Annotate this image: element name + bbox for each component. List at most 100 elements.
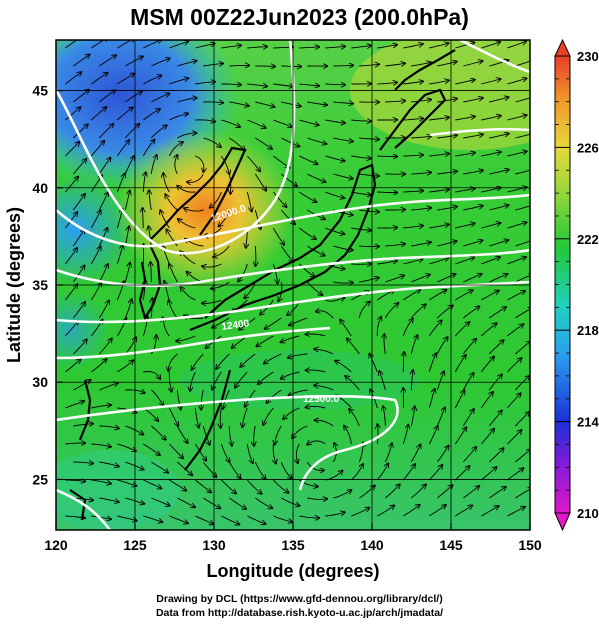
streamline-arrow <box>489 205 508 211</box>
streamline-arrow <box>359 64 379 66</box>
streamline-arrow <box>98 124 113 139</box>
streamline-arrow <box>116 140 129 157</box>
streamline-arrow <box>255 137 272 149</box>
streamline-arrow <box>221 515 239 525</box>
streamline-arrow <box>169 42 188 49</box>
streamline-arrow <box>377 505 394 517</box>
streamline-arrow <box>64 142 79 157</box>
streamline-arrow <box>429 189 449 192</box>
streamline-arrow <box>247 119 265 128</box>
streamline-arrow <box>299 84 319 86</box>
streamline-arrow <box>98 192 108 211</box>
streamline-arrow <box>428 389 434 409</box>
streamline-arrow <box>255 101 274 107</box>
streamline-arrow <box>91 405 111 409</box>
streamline-arrow <box>149 190 151 211</box>
streamline-arrow <box>177 133 196 139</box>
streamline-arrow <box>117 107 133 121</box>
streamline-arrow <box>229 497 246 509</box>
streamline-arrow <box>533 394 548 408</box>
streamline-arrow <box>195 82 215 84</box>
streamline-arrow <box>143 515 162 522</box>
streamline-arrow <box>143 371 160 380</box>
streamline-arrow <box>273 443 276 464</box>
streamline-arrow <box>272 227 284 245</box>
streamline-arrow <box>437 241 456 247</box>
streamline-arrow <box>72 302 85 319</box>
streamline-arrow <box>91 479 111 484</box>
colorbar-tick-label: 210 <box>577 506 599 521</box>
streamline-arrow <box>221 45 241 48</box>
streamline-arrow <box>73 424 93 426</box>
streamline-arrow <box>455 290 472 301</box>
streamline-arrow <box>315 420 334 427</box>
lat-lon-grid <box>56 40 530 530</box>
streamline-arrow <box>541 377 556 390</box>
streamline-arrow <box>64 284 77 301</box>
x-tick-label: 125 <box>123 537 147 553</box>
streamline-arrow <box>463 61 482 67</box>
streamline-arrow <box>307 441 326 445</box>
streamline-arrow <box>229 137 245 150</box>
streamline-arrow <box>229 425 232 446</box>
streamline-arrow <box>98 338 112 355</box>
streamline-arrow <box>98 157 110 175</box>
streamline-arrow <box>347 338 360 355</box>
streamline-arrow <box>533 115 552 120</box>
streamline-arrow <box>99 383 118 391</box>
streamline-arrow <box>165 194 178 211</box>
streamline-arrow <box>377 228 397 229</box>
contour-label: 12500.0 <box>303 394 340 405</box>
streamline-arrow <box>454 355 466 373</box>
streamline-arrow <box>306 370 326 372</box>
streamline-arrow <box>489 487 506 499</box>
streamline-arrow <box>506 358 521 373</box>
streamline-arrow <box>151 94 169 103</box>
y-tick-label: 45 <box>32 83 48 99</box>
streamline-arrow <box>481 257 500 265</box>
x-axis-title: Longitude (degrees) <box>206 561 379 581</box>
streamline-arrow <box>275 425 282 445</box>
streamline-arrow <box>177 497 195 507</box>
streamline-arrow <box>99 497 119 502</box>
streamline-arrow <box>168 443 183 458</box>
map-title: MSM 00Z22Jun2023 (200.0hPa) <box>130 4 469 30</box>
streamline-arrow <box>246 155 260 171</box>
streamline-arrow <box>143 109 160 121</box>
streamline-arrow <box>314 385 334 391</box>
streamline-arrow <box>349 409 360 427</box>
streamline-arrow <box>90 210 100 229</box>
streamline-arrow <box>281 101 301 106</box>
streamline-arrow <box>176 389 181 410</box>
streamline-arrow <box>99 55 116 67</box>
streamline-arrow <box>533 151 552 156</box>
streamline-arrow <box>481 291 499 301</box>
streamline-arrow <box>98 264 108 283</box>
streamline-arrow <box>73 462 93 463</box>
streamline-arrow <box>280 245 293 262</box>
streamline-arrow <box>168 407 178 426</box>
streamline-arrow <box>402 464 415 481</box>
streamline-arrow <box>411 172 431 174</box>
streamline-arrow <box>176 425 187 443</box>
streamline-arrow <box>90 107 106 121</box>
streamline-arrow <box>488 340 503 355</box>
streamline-arrow <box>65 72 81 85</box>
streamline-arrow <box>266 389 282 403</box>
streamline-arrow <box>169 114 188 121</box>
streamline-arrow <box>455 153 475 157</box>
streamline-arrow <box>299 227 316 239</box>
y-axis-title: Latitude (degrees) <box>4 207 24 363</box>
streamline-arrow <box>273 515 292 522</box>
streamline-arrow <box>117 479 136 486</box>
streamline-arrow <box>325 84 345 85</box>
colorbar: 210 214 218 222 226 230 <box>554 38 599 532</box>
streamline-arrow <box>402 425 408 445</box>
streamline-arrow <box>160 210 170 229</box>
streamline-arrow <box>229 101 249 106</box>
streamline-arrow <box>255 245 256 266</box>
streamline-arrow <box>429 258 448 265</box>
streamline-arrow <box>272 191 286 207</box>
streamline-arrow <box>307 137 326 144</box>
streamline-arrow <box>169 300 178 319</box>
